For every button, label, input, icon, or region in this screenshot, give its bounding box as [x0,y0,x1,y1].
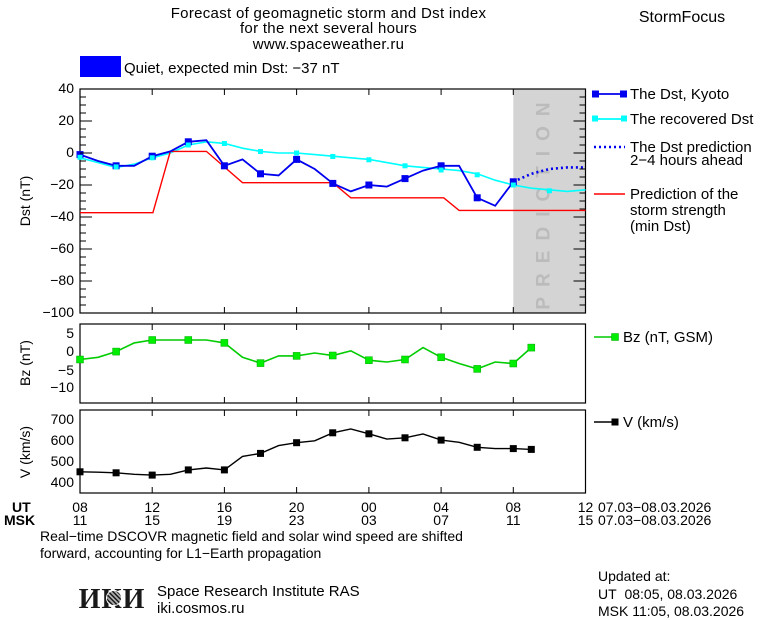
svg-text:−20: −20 [50,176,74,192]
svg-text:Bz (nT, GSM): Bz (nT, GSM) [623,329,713,346]
svg-text:−40: −40 [50,208,74,224]
svg-text:storm strength: storm strength [630,202,726,219]
svg-text:23: 23 [289,512,305,528]
svg-text:(min Dst): (min Dst) [630,218,691,235]
svg-text:400: 400 [51,474,75,490]
svg-text:0: 0 [66,343,74,359]
svg-text:MSK: MSK [4,512,35,528]
svg-text:500: 500 [51,453,75,469]
svg-text:07: 07 [433,512,449,528]
svg-text:15: 15 [144,512,160,528]
svg-text:600: 600 [51,432,75,448]
svg-text:PREDICTION: PREDICTION [534,92,555,309]
svg-text:The Dst, Kyoto: The Dst, Kyoto [630,86,729,103]
svg-text:−5: −5 [58,362,74,378]
svg-text:07.03−08.03.2026: 07.03−08.03.2026 [598,512,711,528]
svg-text:The recovered Dst: The recovered Dst [630,111,754,128]
svg-text:5: 5 [66,325,74,341]
svg-text:40: 40 [58,80,74,96]
svg-text:11: 11 [506,512,521,528]
svg-text:V (km/s): V (km/s) [623,414,679,431]
svg-text:700: 700 [51,411,75,427]
svg-text:V (km/s): V (km/s) [17,426,33,478]
svg-text:11: 11 [73,512,88,528]
svg-text:−60: −60 [50,240,74,256]
svg-text:03: 03 [361,512,377,528]
svg-text:Dst (nT): Dst (nT) [17,176,33,227]
svg-text:20: 20 [58,112,74,128]
svg-text:−10: −10 [50,379,74,395]
svg-text:0: 0 [66,144,74,160]
svg-text:2−4 hours ahead: 2−4 hours ahead [630,152,743,169]
svg-text:15: 15 [578,512,594,528]
svg-text:19: 19 [217,512,233,528]
svg-text:Bz (nT): Bz (nT) [17,340,33,386]
svg-text:−100: −100 [42,304,74,320]
svg-text:Prediction of the: Prediction of the [630,186,738,203]
svg-text:−80: −80 [50,272,74,288]
